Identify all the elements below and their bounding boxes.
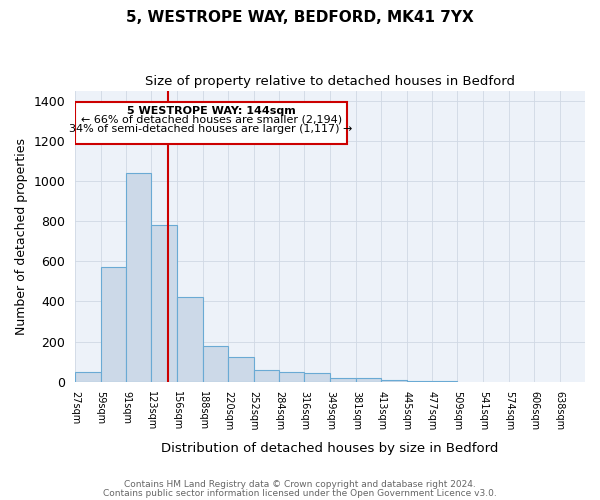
Text: ← 66% of detached houses are smaller (2,194): ← 66% of detached houses are smaller (2,…	[80, 114, 342, 124]
Bar	[432, 380, 457, 382]
Bar	[331, 378, 356, 382]
Bar	[126, 173, 151, 382]
Bar	[75, 372, 101, 382]
Bar	[203, 346, 228, 382]
Text: 34% of semi-detached houses are larger (1,117) →: 34% of semi-detached houses are larger (…	[70, 124, 353, 134]
Bar	[228, 356, 254, 382]
FancyBboxPatch shape	[75, 102, 347, 144]
Bar	[101, 267, 126, 382]
Text: Contains HM Land Registry data © Crown copyright and database right 2024.: Contains HM Land Registry data © Crown c…	[124, 480, 476, 489]
Y-axis label: Number of detached properties: Number of detached properties	[15, 138, 28, 334]
Bar	[178, 298, 203, 382]
Bar	[407, 380, 432, 382]
Text: Contains public sector information licensed under the Open Government Licence v3: Contains public sector information licen…	[103, 488, 497, 498]
Text: 5, WESTROPE WAY, BEDFORD, MK41 7YX: 5, WESTROPE WAY, BEDFORD, MK41 7YX	[126, 10, 474, 25]
Bar	[254, 370, 279, 382]
Bar	[381, 380, 407, 382]
Title: Size of property relative to detached houses in Bedford: Size of property relative to detached ho…	[145, 75, 515, 88]
Text: 5 WESTROPE WAY: 144sqm: 5 WESTROPE WAY: 144sqm	[127, 106, 296, 116]
Bar	[279, 372, 304, 382]
Bar	[356, 378, 381, 382]
X-axis label: Distribution of detached houses by size in Bedford: Distribution of detached houses by size …	[161, 442, 499, 455]
Bar	[151, 225, 178, 382]
Bar	[304, 372, 331, 382]
